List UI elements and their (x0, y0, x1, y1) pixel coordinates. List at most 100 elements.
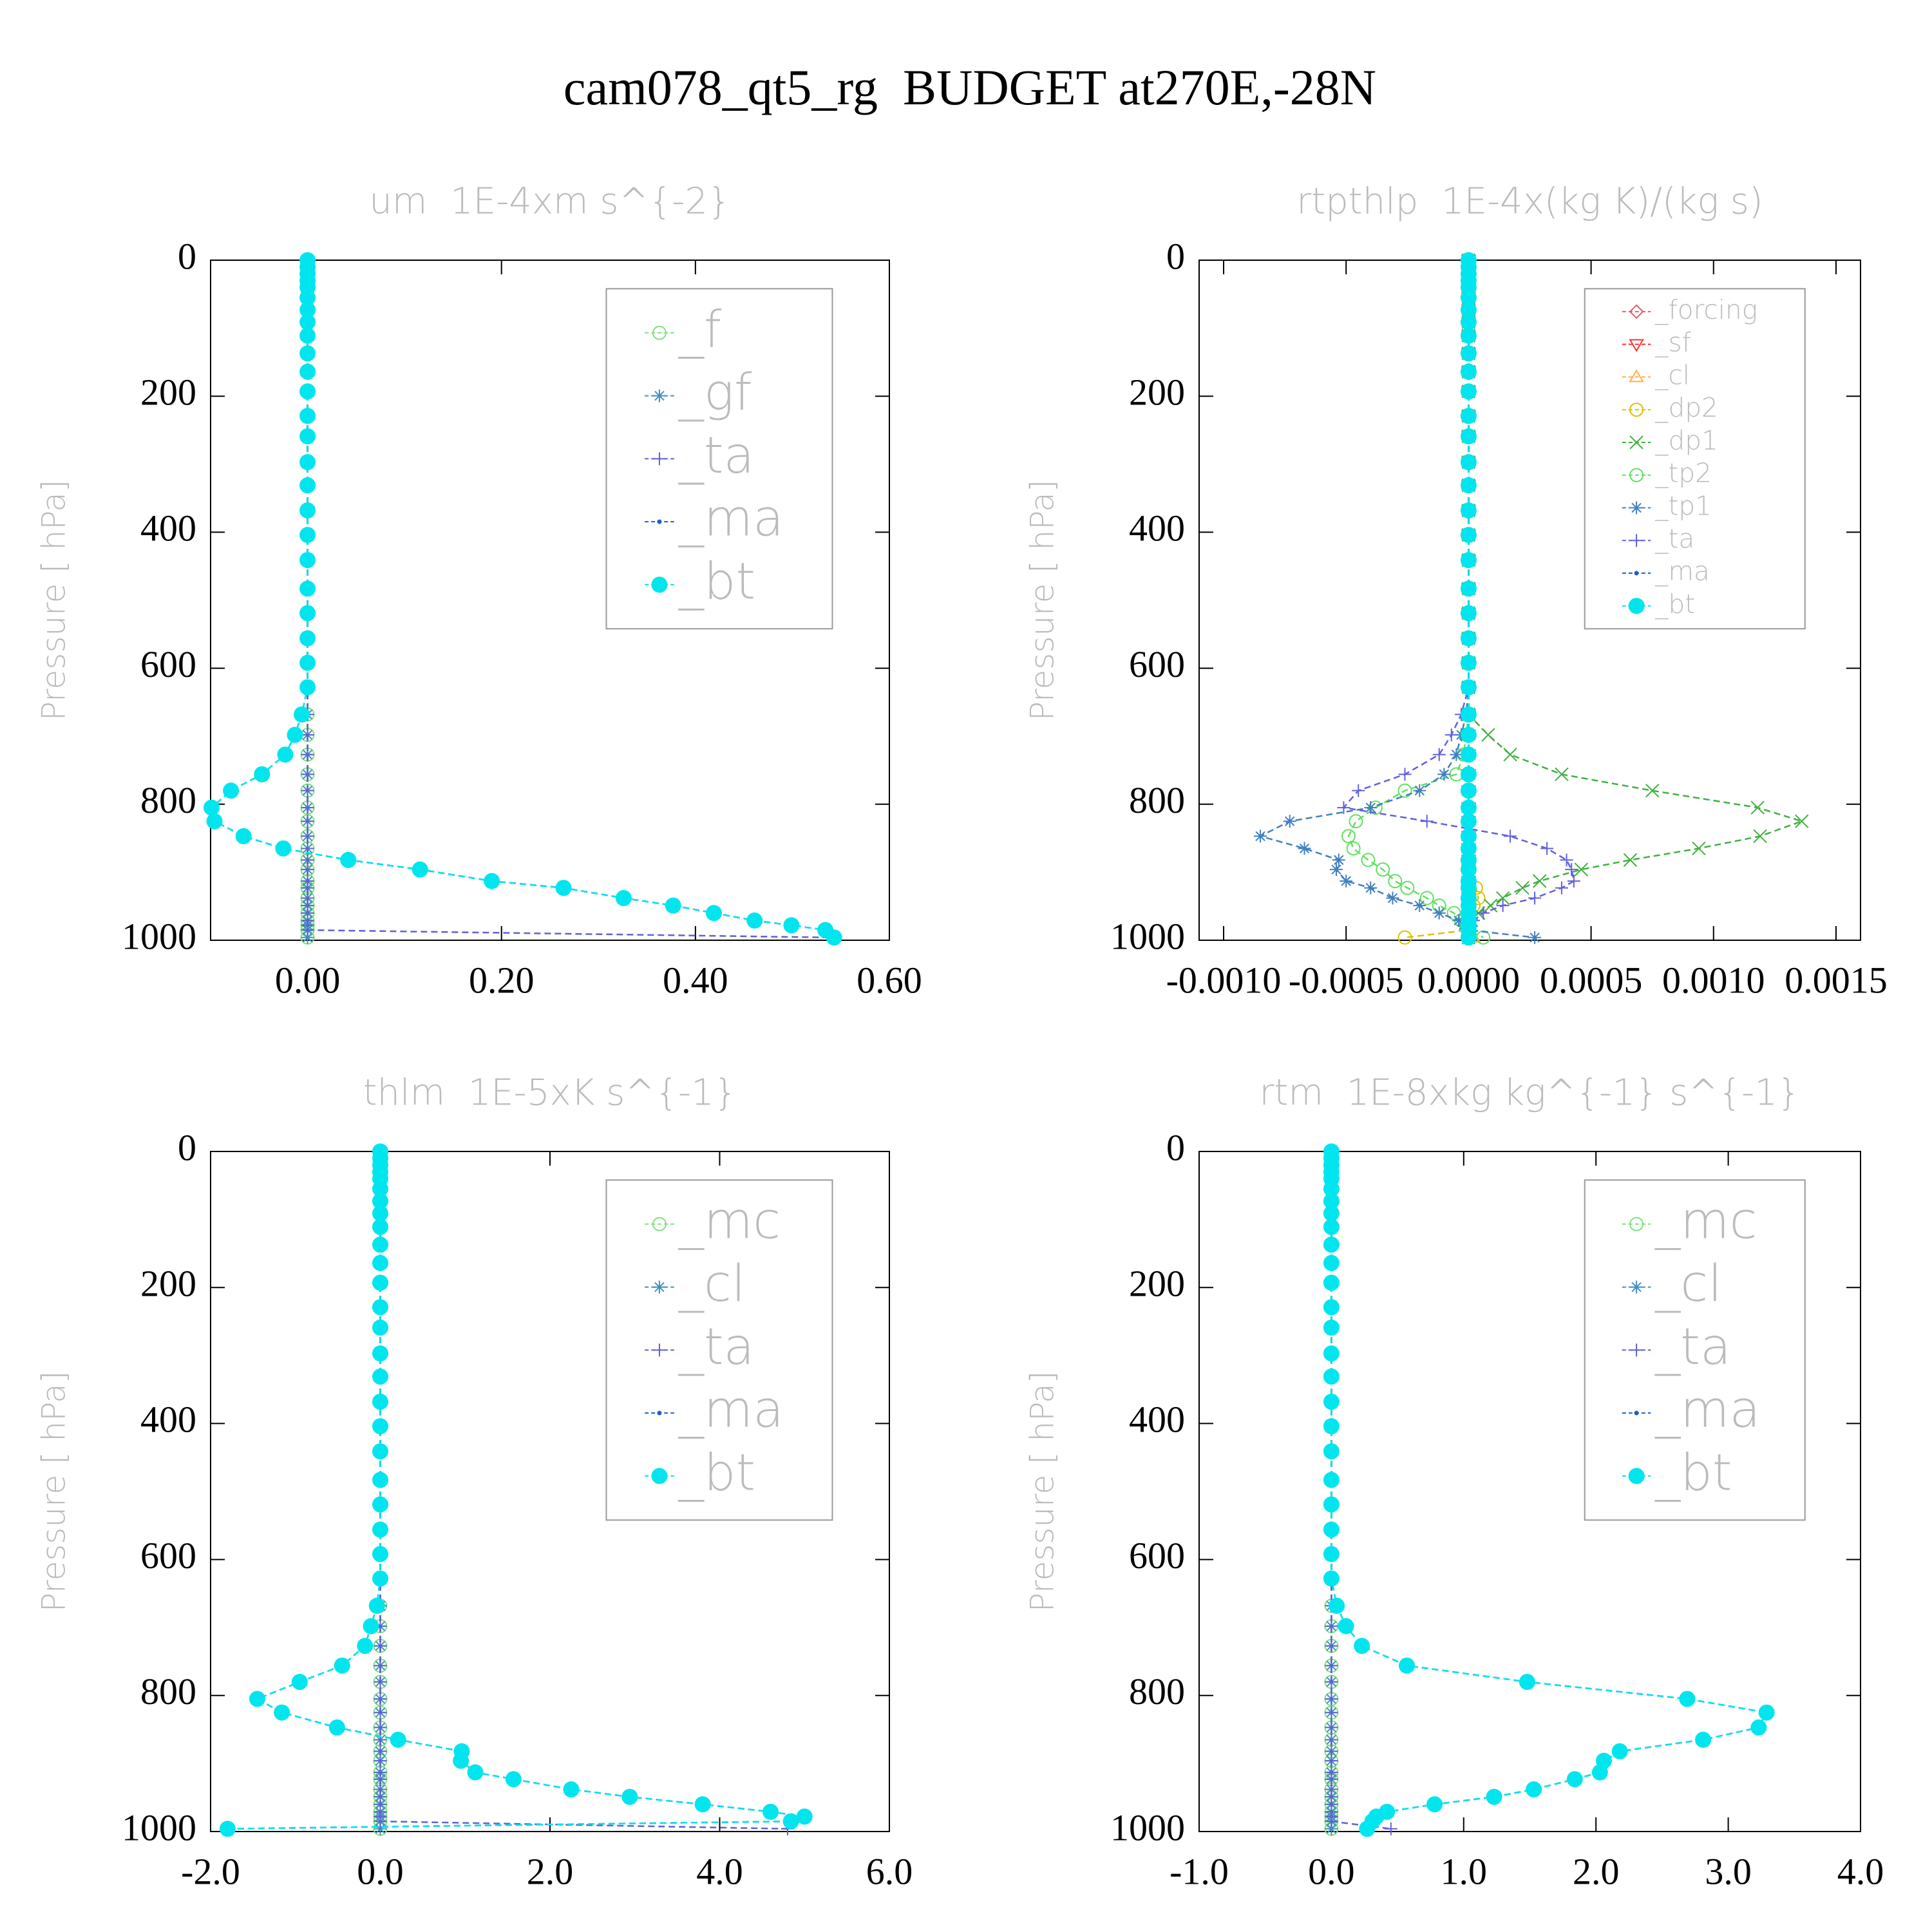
marker-stroke (1623, 853, 1638, 867)
marker (1432, 906, 1446, 920)
marker (694, 1796, 711, 1813)
marker (372, 1443, 388, 1460)
marker (484, 873, 500, 889)
marker (287, 726, 303, 743)
marker (223, 782, 240, 799)
marker (334, 1657, 350, 1674)
marker (1398, 768, 1412, 781)
marker-shape (372, 1443, 388, 1460)
marker (826, 929, 842, 946)
marker-shape (299, 654, 316, 671)
marker (1337, 801, 1350, 815)
marker-shape (453, 1752, 469, 1769)
marker (1386, 891, 1399, 905)
marker-shape (219, 1821, 236, 1837)
marker (1323, 1205, 1340, 1222)
marker-shape (1323, 1418, 1340, 1435)
marker (1323, 1255, 1340, 1271)
marker (1460, 502, 1477, 519)
marker (1419, 891, 1434, 905)
marker (372, 1345, 388, 1362)
marker (505, 1771, 522, 1788)
marker (1460, 828, 1477, 844)
marker-shape (390, 1731, 406, 1748)
marker (299, 327, 316, 344)
marker-shape (1419, 891, 1434, 905)
legend-label: _mc (678, 1191, 781, 1250)
marker-shape (372, 1205, 388, 1222)
marker-shape (412, 861, 428, 878)
marker (372, 1180, 388, 1197)
marker (1695, 1731, 1712, 1748)
marker (340, 851, 357, 868)
marker (563, 1781, 580, 1798)
marker-stroke (1481, 728, 1495, 742)
marker (1323, 1521, 1340, 1538)
marker-shape (1519, 1674, 1535, 1690)
marker-shape (372, 1255, 388, 1271)
marker (1460, 363, 1477, 380)
marker-shape (1634, 571, 1639, 576)
y-tick-label: 600 (140, 1535, 196, 1577)
marker (657, 1410, 662, 1416)
marker-shape (299, 679, 316, 696)
marker-shape (372, 1418, 388, 1435)
marker (1325, 1706, 1338, 1719)
marker (372, 1193, 388, 1209)
marker (254, 766, 270, 782)
marker-shape (1323, 1368, 1340, 1385)
marker (1629, 435, 1643, 450)
marker-shape (1460, 502, 1477, 519)
marker-shape (1679, 1690, 1696, 1707)
marker (1634, 571, 1639, 576)
marker (651, 1468, 668, 1484)
marker (374, 1721, 387, 1734)
marker-stroke (1574, 862, 1589, 876)
marker (1325, 1659, 1338, 1672)
marker (1323, 1193, 1340, 1209)
marker (705, 905, 722, 922)
marker (1795, 814, 1809, 828)
marker-stroke (1750, 800, 1765, 815)
marker (1325, 1692, 1338, 1706)
marker (1692, 841, 1706, 856)
marker-shape (340, 851, 357, 868)
marker-shape (1346, 841, 1361, 856)
marker (299, 454, 316, 471)
marker (299, 345, 316, 362)
marker (1460, 654, 1477, 671)
marker (1460, 289, 1477, 306)
legend-label: _ta (678, 1318, 755, 1376)
marker (372, 1394, 388, 1410)
marker (1628, 1468, 1645, 1484)
marker-shape (467, 1764, 484, 1781)
marker (1460, 408, 1477, 424)
marker (1323, 1546, 1340, 1562)
marker (1630, 501, 1643, 515)
marker-shape (826, 929, 842, 946)
x-tick-label: 2.0 (1573, 1850, 1620, 1892)
marker-shape (1354, 1638, 1370, 1654)
marker (1528, 891, 1542, 905)
marker-shape (1323, 1299, 1340, 1316)
marker-stroke (1692, 841, 1706, 856)
legend-label: _bt (1654, 1443, 1732, 1502)
marker (652, 389, 666, 402)
marker (1323, 1472, 1340, 1488)
marker (372, 1521, 388, 1538)
marker-shape (249, 1690, 265, 1707)
marker (1352, 784, 1365, 797)
marker-shape (372, 1274, 388, 1291)
marker (301, 728, 314, 742)
marker (621, 1788, 638, 1805)
marker-shape (254, 766, 270, 782)
marker-shape (1323, 1496, 1340, 1513)
marker (1329, 1597, 1345, 1614)
marker (299, 477, 316, 494)
marker (374, 1659, 387, 1672)
legend-label: _cl (1654, 1255, 1722, 1313)
marker (374, 1754, 387, 1768)
marker-shape (1460, 605, 1477, 621)
marker-shape (372, 1180, 388, 1197)
